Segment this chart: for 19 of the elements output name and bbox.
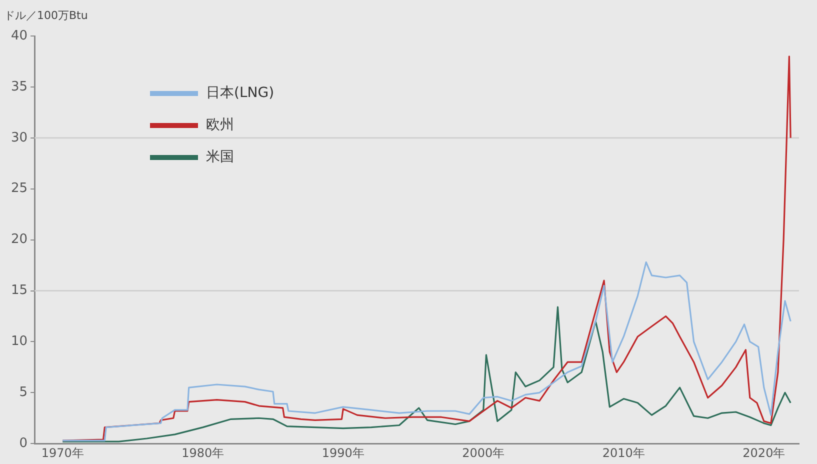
y-tick-label: 15 [10,283,28,298]
y-tick-label: 40 [10,28,28,44]
y-tick-label: 35 [10,79,28,94]
y-tick-label: 5 [19,385,28,400]
x-tick-label: 2000年 [462,446,505,460]
legend-label: 欧州 [206,116,234,134]
x-tick-label: 2020年 [742,446,786,460]
x-tick-label: 2010年 [602,446,645,460]
y-tick-label: 25 [10,181,28,196]
y-tick-label: 30 [10,130,28,146]
y-tick-label: 0 [19,436,28,451]
y-tick-label: 20 [10,232,28,248]
y-tick-label: 10 [10,334,28,350]
x-tick-label: 1980年 [182,446,224,460]
legend-label: 米国 [206,148,234,166]
x-tick-label: 1990年 [322,446,364,460]
x-tick-label: 1970年 [41,446,84,460]
legend-label: 日本(LNG) [206,84,274,102]
y-axis-title: ドル／100万Btu [4,8,88,23]
